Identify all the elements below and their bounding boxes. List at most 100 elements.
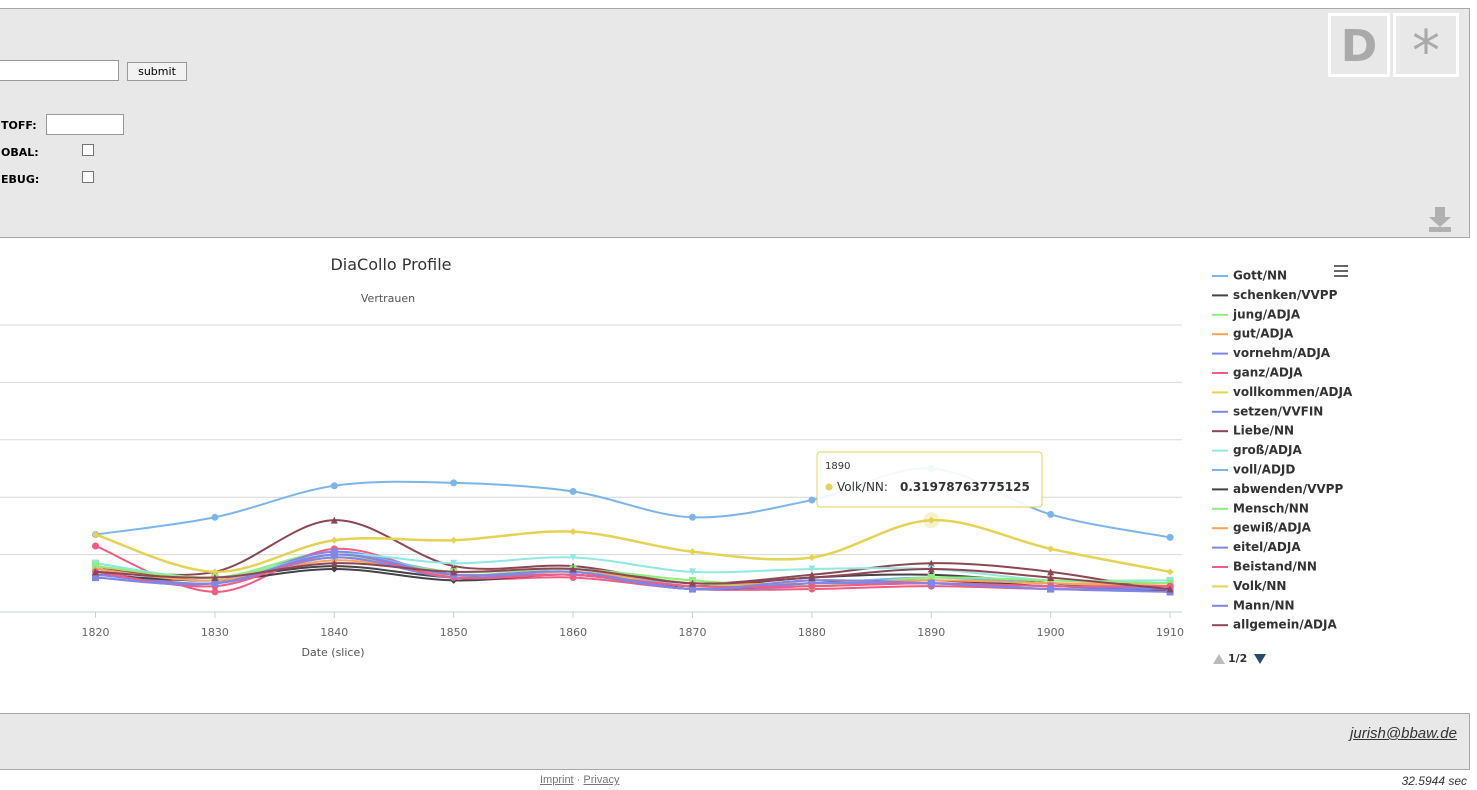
data-point bbox=[211, 513, 219, 521]
legend-item[interactable]: gewiß/ADJA bbox=[1212, 521, 1312, 535]
logo-star[interactable]: * bbox=[1393, 13, 1459, 84]
data-point bbox=[211, 588, 219, 596]
data-point bbox=[569, 487, 577, 495]
legend-label: gewiß/ADJA bbox=[1233, 521, 1312, 535]
legend-item[interactable]: voll/ADJD bbox=[1212, 463, 1295, 477]
data-point bbox=[211, 579, 219, 587]
legend-item[interactable]: allgemein/ADJA bbox=[1212, 618, 1337, 632]
data-point bbox=[330, 559, 338, 567]
data-point bbox=[1047, 585, 1055, 593]
data-point bbox=[1047, 574, 1055, 582]
chart: DiaCollo Profile Vertrauen Date (slice) … bbox=[0, 255, 1353, 665]
data-point bbox=[688, 568, 696, 576]
data-point bbox=[211, 568, 219, 576]
legend-label: Mann/NN bbox=[1233, 598, 1295, 612]
legend-item[interactable]: vornehm/ADJA bbox=[1212, 346, 1331, 360]
data-point bbox=[92, 531, 100, 539]
footer-bar: jurish@bbaw.de bbox=[0, 713, 1470, 770]
data-point bbox=[1166, 568, 1174, 576]
data-point bbox=[450, 559, 458, 567]
legend-item[interactable]: Beistand/NN bbox=[1212, 560, 1317, 574]
legend-item[interactable]: Mensch/NN bbox=[1212, 501, 1309, 515]
legend-label: Gott/NN bbox=[1233, 269, 1287, 283]
legend-label: Liebe/NN bbox=[1233, 424, 1294, 438]
legend-label: schenken/VVPP bbox=[1233, 288, 1338, 302]
privacy-link[interactable]: Privacy bbox=[583, 774, 620, 786]
legend-label: Mensch/NN bbox=[1233, 501, 1309, 515]
series-line bbox=[95, 553, 1171, 593]
data-point bbox=[1047, 545, 1055, 553]
field-label: TOFF: bbox=[1, 119, 37, 132]
legend-label: abwenden/VVPP bbox=[1233, 482, 1343, 496]
legend-label: vollkommen/ADJA bbox=[1233, 385, 1353, 399]
query-panel: submit TOFF: OBAL: EBUG: D * bbox=[0, 8, 1470, 238]
legend-item[interactable]: vollkommen/ADJA bbox=[1212, 385, 1353, 399]
field-label: OBAL: bbox=[1, 146, 39, 159]
legend-item[interactable]: gut/ADJA bbox=[1212, 327, 1294, 341]
field-label: EBUG: bbox=[1, 173, 40, 186]
x-tick-label: 1900 bbox=[1037, 626, 1065, 639]
tooltip-box bbox=[816, 451, 1043, 508]
legend-next[interactable] bbox=[1254, 654, 1266, 664]
global-checkbox[interactable] bbox=[82, 144, 94, 156]
legend-label: Volk/NN bbox=[1233, 579, 1286, 593]
x-tick-label: 1880 bbox=[798, 626, 826, 639]
legend-item[interactable]: eitel/ADJA bbox=[1212, 540, 1301, 554]
data-point bbox=[330, 565, 338, 573]
legend-item[interactable]: groß/ADJA bbox=[1212, 443, 1302, 457]
x-tick-label: 1890 bbox=[917, 626, 945, 639]
cutoff-input[interactable] bbox=[46, 114, 124, 135]
legend-item[interactable]: jung/ADJA bbox=[1212, 307, 1301, 321]
contact-link[interactable]: jurish@bbaw.de bbox=[1350, 725, 1457, 742]
legend-item[interactable]: Gott/NN bbox=[1212, 269, 1287, 283]
data-point bbox=[330, 536, 338, 544]
legend-label: setzen/VVFIN bbox=[1233, 404, 1323, 418]
legend-label: ganz/ADJA bbox=[1233, 366, 1303, 380]
data-point bbox=[927, 565, 935, 573]
legend-item[interactable]: Liebe/NN bbox=[1212, 424, 1294, 438]
data-point bbox=[688, 548, 696, 556]
data-point bbox=[688, 585, 696, 593]
legend-item[interactable]: Volk/NN bbox=[1212, 579, 1286, 593]
data-point bbox=[450, 568, 458, 576]
data-point bbox=[927, 559, 935, 567]
x-tick-label: 1850 bbox=[440, 626, 468, 639]
legend-label: eitel/ADJA bbox=[1233, 540, 1301, 554]
tooltip-label: Volk/NN: bbox=[837, 480, 888, 494]
tooltip-header: 1890 bbox=[825, 461, 850, 472]
menu-icon[interactable] bbox=[1334, 265, 1348, 277]
hover-halo bbox=[923, 512, 940, 529]
tooltip: 1890 Volk/NN: 0.31978763775125 bbox=[816, 451, 1043, 508]
data-point bbox=[808, 553, 816, 561]
legend-label: Beistand/NN bbox=[1233, 560, 1317, 574]
legend-label: voll/ADJD bbox=[1233, 463, 1295, 477]
legend-label: allgemein/ADJA bbox=[1233, 618, 1337, 632]
x-tick-label: 1910 bbox=[1156, 626, 1184, 639]
data-point bbox=[330, 551, 338, 559]
data-point bbox=[927, 516, 935, 524]
data-point bbox=[927, 579, 935, 587]
data-point bbox=[330, 482, 338, 490]
query-input[interactable] bbox=[0, 60, 119, 81]
legend-item[interactable]: abwenden/VVPP bbox=[1212, 482, 1343, 496]
legend-prev[interactable] bbox=[1213, 654, 1225, 664]
legend-label: jung/ADJA bbox=[1232, 307, 1301, 321]
data-point bbox=[92, 568, 100, 576]
legend-item[interactable]: Mann/NN bbox=[1212, 598, 1295, 612]
chart-subtitle: Vertrauen bbox=[361, 292, 415, 305]
separator: · bbox=[576, 774, 581, 786]
data-point bbox=[1047, 510, 1055, 518]
submit-button[interactable]: submit bbox=[127, 62, 187, 81]
debug-checkbox[interactable] bbox=[82, 171, 94, 183]
legend-item[interactable]: schenken/VVPP bbox=[1212, 288, 1338, 302]
legend-item[interactable]: setzen/VVFIN bbox=[1212, 404, 1323, 418]
x-tick-label: 1870 bbox=[678, 626, 706, 639]
logo-letter[interactable]: D bbox=[1328, 13, 1390, 77]
legend-item[interactable]: ganz/ADJA bbox=[1212, 366, 1303, 380]
imprint-link[interactable]: Imprint bbox=[540, 774, 574, 786]
data-point bbox=[330, 516, 338, 524]
legend-page: 1/2 bbox=[1228, 652, 1247, 665]
data-point bbox=[450, 536, 458, 544]
download-icon[interactable] bbox=[1427, 205, 1453, 233]
